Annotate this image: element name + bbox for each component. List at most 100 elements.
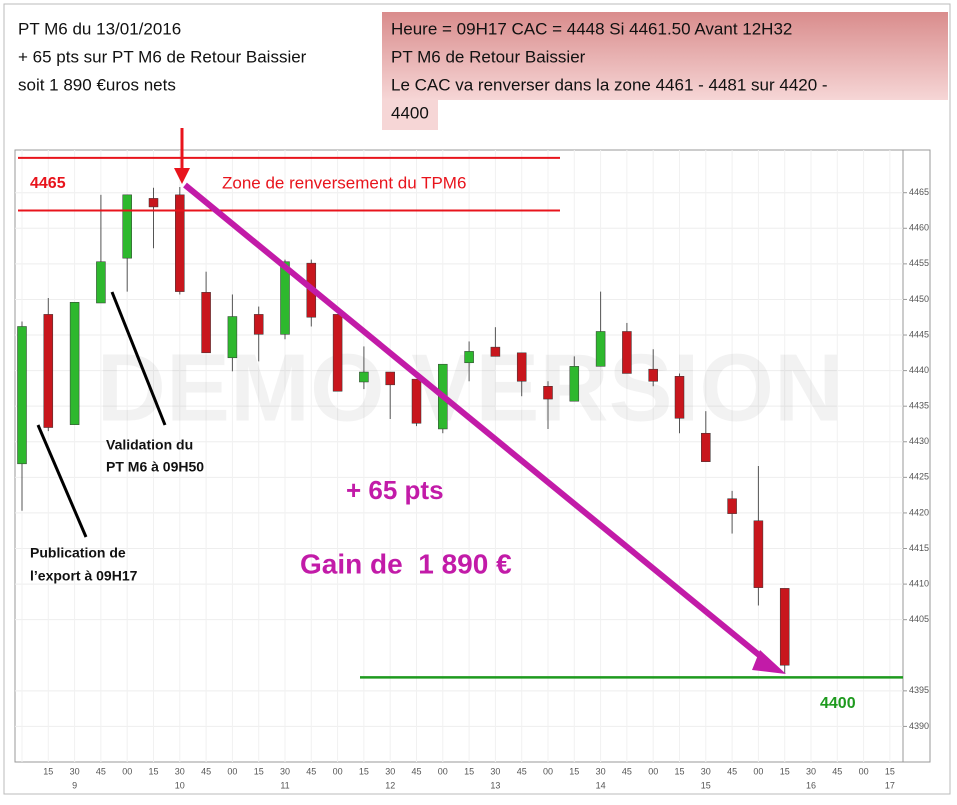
x-tick-label: 00 [648, 766, 658, 776]
candle-body [674, 376, 685, 419]
x-tick-label: 45 [832, 766, 842, 776]
x-tick-label: 15 [674, 766, 684, 776]
header-left-box [8, 8, 380, 104]
y-tick-label: 4405 [909, 614, 929, 624]
candle-body [175, 194, 185, 292]
y-tick-label: 4415 [909, 543, 929, 553]
x-group-label: 17 [885, 780, 895, 790]
candle-body [359, 371, 369, 383]
header-text: Le CAC va renverser dans la zone 4461 - … [391, 75, 828, 94]
candle-body [385, 371, 395, 386]
x-tick-label: 15 [780, 766, 790, 776]
candle-body [96, 261, 106, 304]
x-tick-label: 30 [175, 766, 185, 776]
x-tick-label: 00 [122, 766, 132, 776]
y-tick-label: 4435 [909, 401, 929, 411]
header-right-box [382, 12, 948, 100]
candle-body [464, 351, 474, 364]
trend-arrow [183, 182, 772, 667]
header-text: soit 1 890 €uros nets [18, 75, 176, 94]
candle-body [43, 314, 54, 428]
y-tick-label: 4420 [909, 507, 929, 517]
arrow-head [752, 650, 786, 674]
x-group-label: 10 [175, 780, 185, 790]
candle-body [490, 346, 501, 357]
x-tick-label: 30 [490, 766, 500, 776]
candle-body [148, 198, 159, 208]
candle-body [227, 316, 238, 359]
candle-body [280, 261, 290, 335]
x-tick-label: 15 [569, 766, 579, 776]
candle-body [753, 520, 764, 588]
y-tick-label: 4465 [909, 187, 929, 197]
zone-text: Zone de renversement du TPM6 [222, 173, 466, 192]
x-group-label: 16 [806, 780, 816, 790]
candle-body [516, 352, 527, 382]
candle-body [253, 314, 264, 335]
header-text: PT M6 de Retour Baissier [391, 47, 586, 66]
candle-body [17, 326, 27, 465]
header-text: PT M6 du 13/01/2016 [18, 19, 181, 38]
x-tick-label: 15 [148, 766, 158, 776]
y-tick-label: 4395 [909, 685, 929, 695]
x-tick-label: 30 [70, 766, 80, 776]
candle-body [122, 194, 132, 259]
y-tick-label: 4455 [909, 258, 929, 268]
zone-label: 4465 [30, 175, 66, 192]
y-tick-label: 4430 [909, 436, 929, 446]
target-label: 4400 [820, 695, 856, 712]
y-tick-label: 4390 [909, 721, 929, 731]
annotation: PT M6 à 09H50 [106, 459, 204, 475]
x-tick-label: 00 [543, 766, 553, 776]
candle-body [543, 386, 553, 400]
x-tick-label: 45 [201, 766, 211, 776]
y-tick-label: 4460 [909, 223, 929, 233]
x-group-label: 12 [385, 780, 395, 790]
x-group-label: 13 [490, 780, 500, 790]
candle-body [411, 378, 422, 424]
x-tick-label: 30 [385, 766, 395, 776]
candle-body [648, 368, 658, 382]
header-text: + 65 pts sur PT M6 de Retour Baissier [18, 47, 307, 66]
annotation: l’export à 09H17 [30, 568, 138, 584]
y-tick-label: 4445 [909, 329, 929, 339]
x-tick-label: 00 [438, 766, 448, 776]
y-tick-label: 4425 [909, 472, 929, 482]
x-tick-label: 00 [227, 766, 237, 776]
candle-body [569, 366, 580, 402]
x-tick-label: 15 [254, 766, 264, 776]
x-tick-label: 45 [96, 766, 106, 776]
x-group-label: 11 [280, 780, 289, 790]
x-tick-label: 45 [727, 766, 737, 776]
x-tick-label: 30 [806, 766, 816, 776]
x-tick-label: 30 [596, 766, 606, 776]
x-tick-label: 15 [464, 766, 474, 776]
x-tick-label: 00 [333, 766, 343, 776]
x-tick-label: 00 [859, 766, 869, 776]
candle-body [779, 588, 790, 666]
gain-euros: Gain de 1 890 € [300, 548, 512, 579]
y-tick-label: 4410 [909, 578, 929, 588]
candle-body [701, 432, 711, 462]
header-text: Heure = 09H17 CAC = 4448 Si 4461.50 Avan… [391, 19, 792, 38]
candle-body [595, 331, 606, 367]
candle-body [201, 292, 211, 354]
x-group-label: 14 [596, 780, 606, 790]
candle-body [622, 331, 632, 374]
candle-body [332, 314, 343, 392]
x-group-label: 15 [701, 780, 711, 790]
header-right-box [382, 100, 438, 130]
gain-points: + 65 pts [346, 475, 444, 505]
y-tick-label: 4450 [909, 294, 929, 304]
annotation: Publication de [30, 545, 126, 561]
x-tick-label: 15 [43, 766, 53, 776]
y-tick-label: 4440 [909, 365, 929, 375]
candle-body [727, 498, 737, 514]
candle-body [69, 302, 80, 425]
x-tick-label: 45 [622, 766, 632, 776]
x-tick-label: 30 [280, 766, 290, 776]
x-group-label: 9 [72, 780, 77, 790]
annotation: Validation du [106, 437, 193, 453]
pointer-line [36, 424, 88, 538]
x-tick-label: 15 [359, 766, 369, 776]
